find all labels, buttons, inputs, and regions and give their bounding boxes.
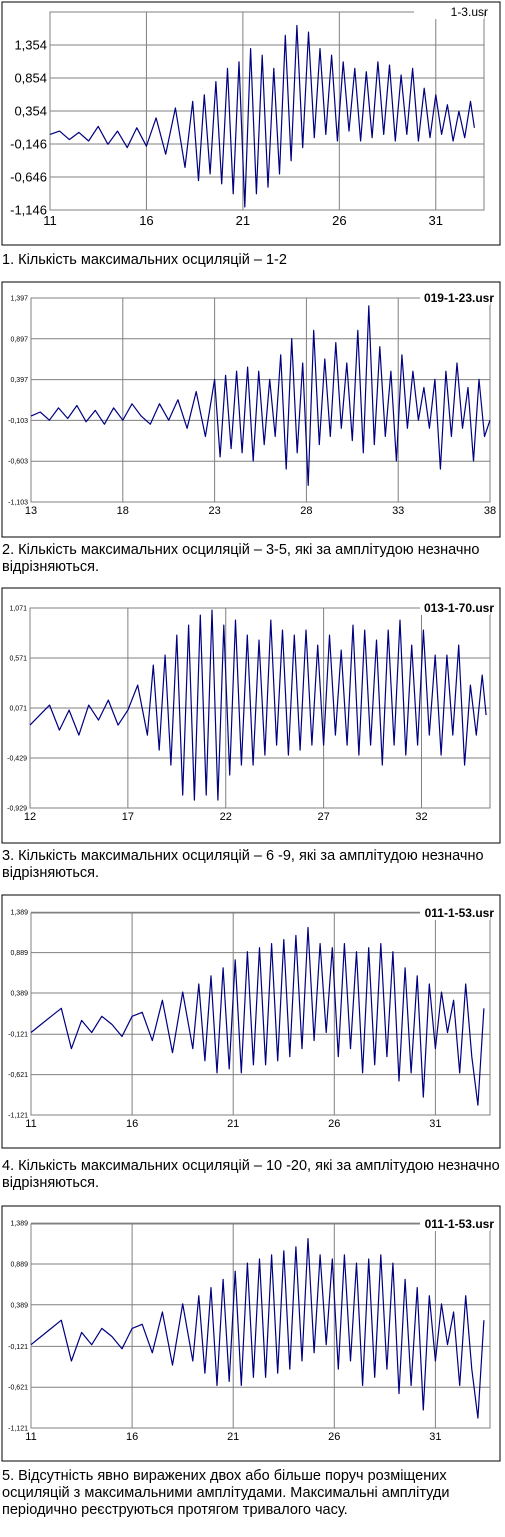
caption-4: 4. Кількість максимальних осциляцій – 10… [2,1158,500,1191]
x-tick-label: 31 [429,1431,441,1443]
y-tick-label: 0,889 [10,950,28,957]
caption-5: 5. Відсутність явно виражених двох або б… [2,1468,450,1518]
x-tick-label: 31 [429,213,443,228]
title-bg [414,4,484,19]
y-tick-label: -0,103 [8,418,28,425]
y-tick-label: 0,897 [10,336,28,343]
y-tick-label: -1,146 [10,203,47,218]
x-tick-label: 38 [484,505,496,517]
series-line [29,609,487,801]
y-tick-label: 0,397 [10,377,28,384]
x-tick-label: 26 [328,1431,340,1443]
x-tick-label: 31 [429,1118,441,1130]
series-line [30,305,491,486]
plot-area [30,1223,491,1429]
y-tick-label: 1,389 [10,910,28,917]
y-tick-label: 0,571 [9,656,27,663]
y-tick-label: 0,354 [14,104,47,119]
x-tick-label: 32 [415,811,427,823]
chart-title: 019-1-23.usr [424,291,494,305]
chart-title: 013-1-70.usr [424,601,494,615]
chart-title: 1-3.usr [451,5,488,19]
y-tick-label: 0,389 [10,1302,28,1309]
y-tick-label: 0,889 [10,1261,28,1268]
y-tick-label: 1,354 [14,38,47,53]
y-tick-label: -0,646 [10,170,47,185]
y-tick-label: 0,389 [10,990,28,997]
caption-1: 1. Кількість максимальних осциляцій – 1-… [2,252,287,268]
chart-title: 011-1-53.usr [425,906,495,920]
y-tick-label: -0,621 [8,1072,28,1079]
y-tick-label: -1,121 [8,1426,28,1433]
caption-2: 2. Кількість максимальних осциляцій – 3-… [2,542,480,575]
x-tick-label: 21 [227,1431,239,1443]
x-tick-label: 23 [208,505,220,517]
series-line [30,926,485,1106]
x-tick-label: 18 [117,505,129,517]
y-tick-label: 1,397 [10,296,28,303]
y-tick-label: 0,071 [9,706,27,713]
title-bg [420,905,490,920]
y-tick-label: -0,603 [8,459,28,466]
x-tick-label: 11 [25,1118,36,1130]
y-tick-label: -0,929 [7,806,27,813]
y-tick-label: -0,146 [10,137,47,152]
caption-3: 3. Кількість максимальних осциляцій – 6 … [2,848,484,881]
x-tick-label: 22 [220,811,232,823]
y-tick-label: -1,121 [8,1113,28,1120]
title-bg [420,290,490,305]
x-tick-label: 33 [392,505,404,517]
title-bg [420,600,490,615]
plot-area [30,912,491,1116]
x-tick-label: 16 [139,213,153,228]
x-tick-label: 16 [126,1431,138,1443]
chart-title: 011-1-53.usr [425,1217,495,1231]
y-tick-label: 0,854 [14,71,47,86]
y-tick-label: -0,121 [8,1032,28,1039]
x-tick-label: 21 [227,1118,239,1130]
x-tick-label: 21 [236,213,250,228]
y-tick-label: 1,389 [10,1221,28,1228]
y-tick-label: -0,429 [7,756,27,763]
x-tick-label: 26 [332,213,346,228]
series-line [49,24,475,208]
y-tick-label: -0,621 [8,1385,28,1392]
x-tick-label: 12 [24,811,36,823]
x-tick-label: 26 [328,1118,340,1130]
x-tick-label: 11 [25,1431,36,1443]
y-tick-label: -1,103 [8,500,28,507]
x-tick-label: 28 [300,505,312,517]
y-tick-label: -0,121 [8,1344,28,1351]
x-tick-label: 17 [122,811,134,823]
series-line [30,1238,485,1419]
x-tick-label: 27 [317,811,329,823]
x-tick-label: 16 [126,1118,138,1130]
x-tick-label: 11 [43,213,57,228]
x-tick-label: 13 [25,505,37,517]
y-tick-label: 1,071 [9,606,27,613]
title-bg [420,1216,490,1231]
